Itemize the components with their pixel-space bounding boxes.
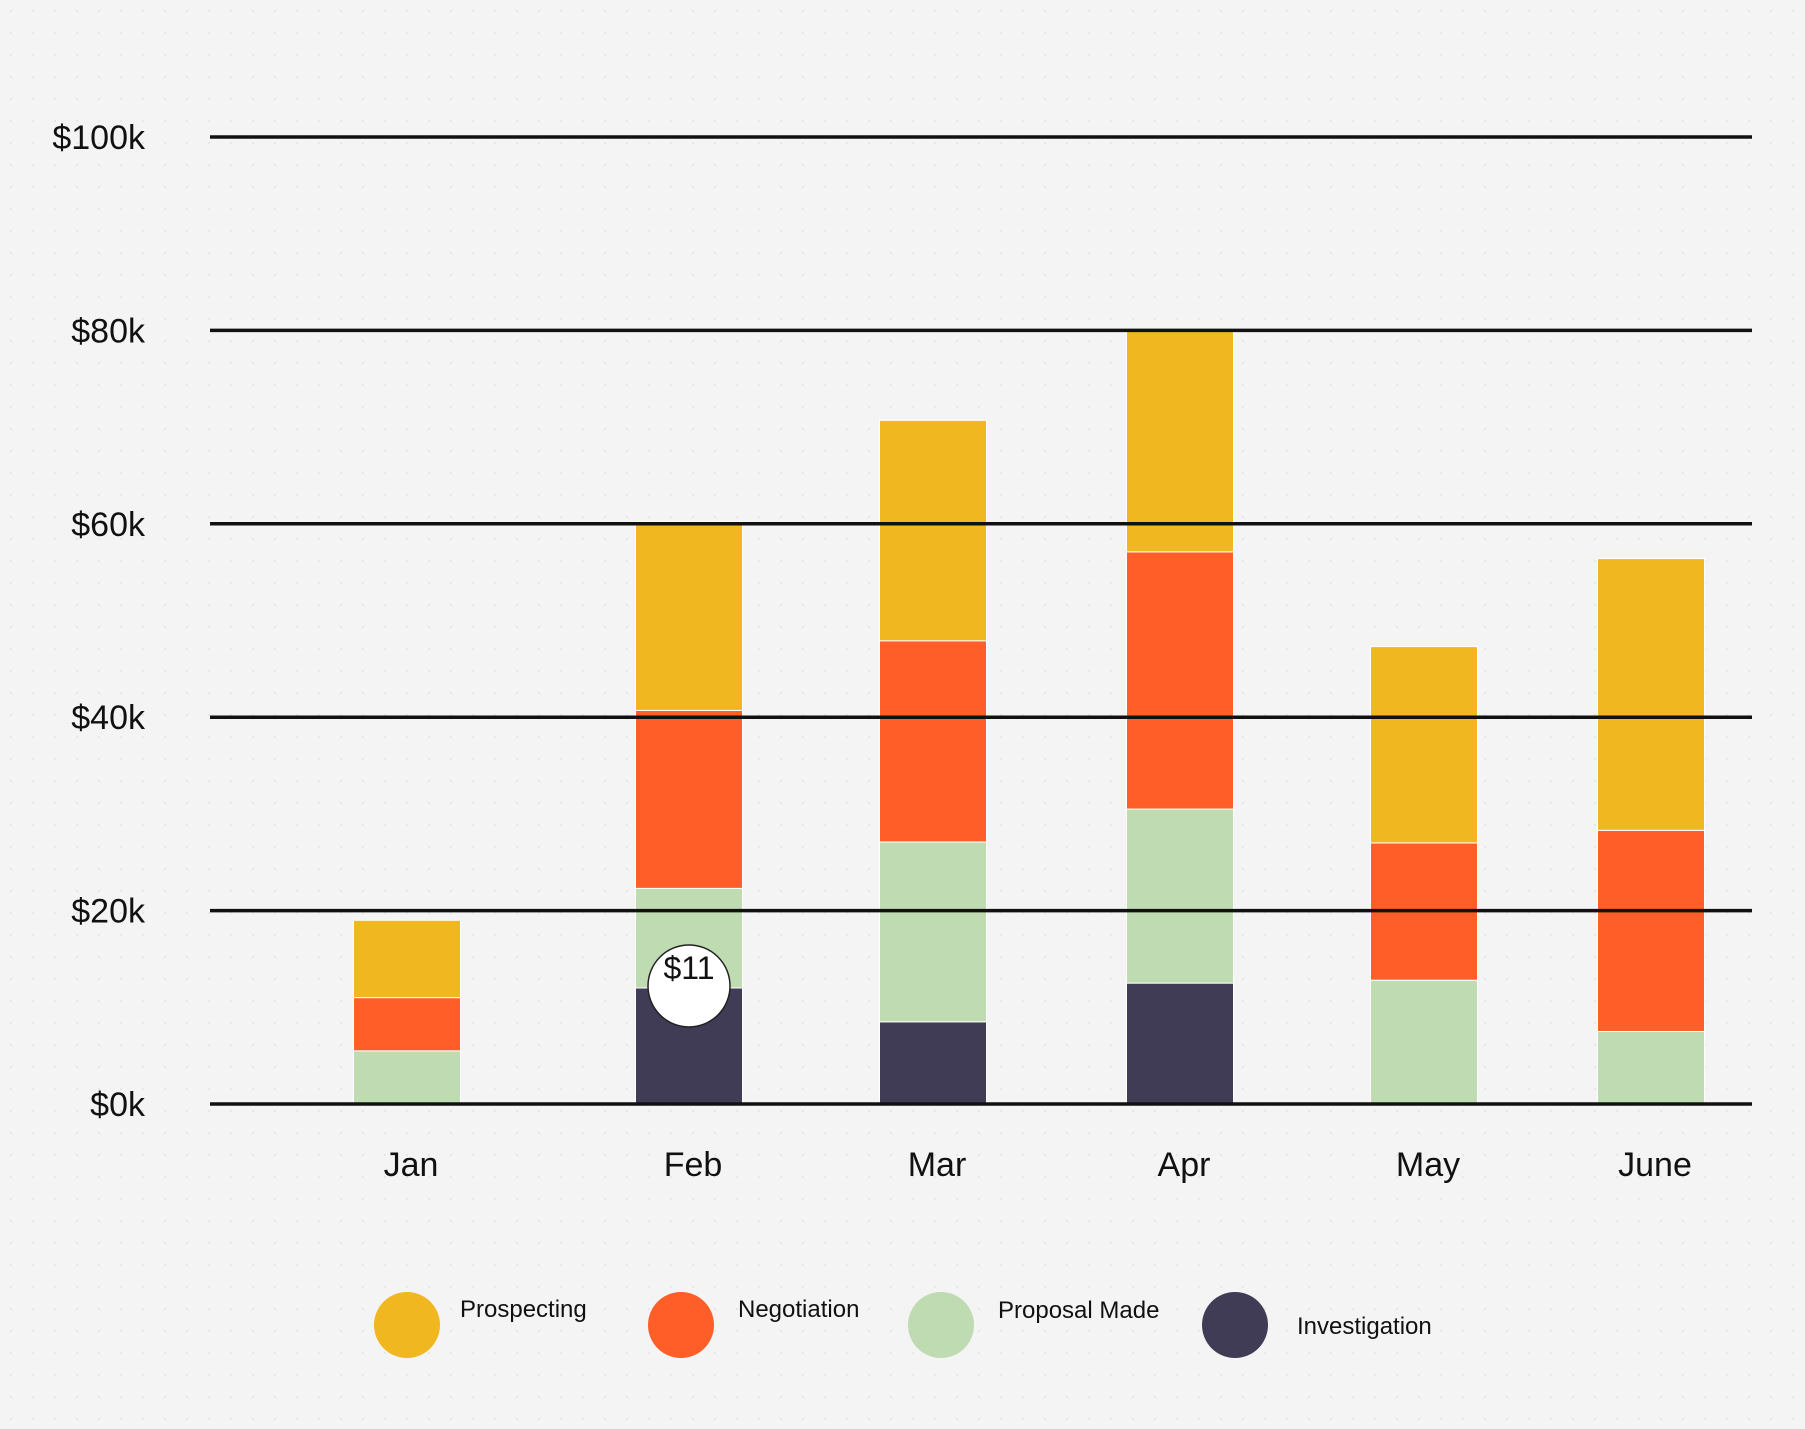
x-tick-label-jan: Jan xyxy=(384,1146,439,1184)
bar-apr-proposal-made[interactable] xyxy=(1126,808,1234,984)
legend-label: Proposal Made xyxy=(998,1297,1159,1324)
tooltip-value-label: $11 xyxy=(663,950,714,986)
y-tick-label: $0k xyxy=(90,1086,146,1124)
legend-item-investigation[interactable]: Investigation xyxy=(1202,1292,1432,1358)
gridlines xyxy=(210,135,1752,1106)
y-tick-label: $20k xyxy=(71,893,146,931)
bar-mar-prospecting[interactable] xyxy=(879,419,987,642)
y-tick-label: $100k xyxy=(52,119,146,157)
y-tick-label: $60k xyxy=(71,506,146,544)
bar-june-proposal-made[interactable] xyxy=(1597,1030,1705,1105)
legend-swatch xyxy=(908,1292,974,1358)
y-tick-label: $40k xyxy=(71,699,146,737)
bars-layer xyxy=(353,330,1705,1105)
legend-label: Prospecting xyxy=(460,1296,587,1323)
bar-mar-proposal-made[interactable] xyxy=(879,841,987,1023)
legend-item-prospecting[interactable]: Prospecting xyxy=(374,1292,587,1358)
y-tick-label: $80k xyxy=(71,312,146,350)
bar-apr-negotiation[interactable] xyxy=(1126,551,1234,810)
x-tick-label-mar: Mar xyxy=(908,1146,967,1184)
legend-item-negotiation[interactable]: Negotiation xyxy=(648,1292,859,1358)
tooltip-bubble xyxy=(647,944,731,1028)
legend-label: Investigation xyxy=(1297,1313,1432,1340)
legend-swatch xyxy=(648,1292,714,1358)
value-tooltip[interactable]: $11 xyxy=(647,944,731,1028)
legend-swatch xyxy=(1202,1292,1268,1358)
bar-mar-negotiation[interactable] xyxy=(879,640,987,843)
bar-jan-proposal-made[interactable] xyxy=(353,1050,461,1105)
bar-feb-negotiation[interactable] xyxy=(635,709,743,889)
bar-jan-prospecting[interactable] xyxy=(353,919,461,999)
x-tick-label-june: June xyxy=(1618,1146,1692,1184)
legend: Prospecting Negotiation Proposal Made Inves… xyxy=(374,1292,1432,1358)
bar-mar-investigation[interactable] xyxy=(879,1021,987,1105)
bar-may-prospecting[interactable] xyxy=(1370,646,1478,844)
y-axis-ticks: $0k $20k $40k $60k $80k $100k xyxy=(52,119,146,1124)
bar-jan-negotiation[interactable] xyxy=(353,997,461,1052)
bar-apr-prospecting[interactable] xyxy=(1126,330,1234,553)
legend-swatch xyxy=(374,1292,440,1358)
legend-label: Negotiation xyxy=(738,1296,859,1323)
annotations: $11 xyxy=(647,944,731,1028)
x-tick-label-may: May xyxy=(1396,1146,1460,1184)
bar-june-negotiation[interactable] xyxy=(1597,829,1705,1032)
legend-item-proposal-made[interactable]: Proposal Made xyxy=(908,1292,1159,1358)
x-tick-label-apr: Apr xyxy=(1158,1146,1211,1184)
x-tick-label-feb: Feb xyxy=(664,1146,723,1184)
bar-june-prospecting[interactable] xyxy=(1597,558,1705,831)
bar-may-proposal-made[interactable] xyxy=(1370,979,1478,1105)
bar-apr-investigation[interactable] xyxy=(1126,982,1234,1105)
bar-feb-prospecting[interactable] xyxy=(635,521,743,711)
x-axis-ticks: Jan Feb Mar Apr May June xyxy=(384,1146,1692,1184)
